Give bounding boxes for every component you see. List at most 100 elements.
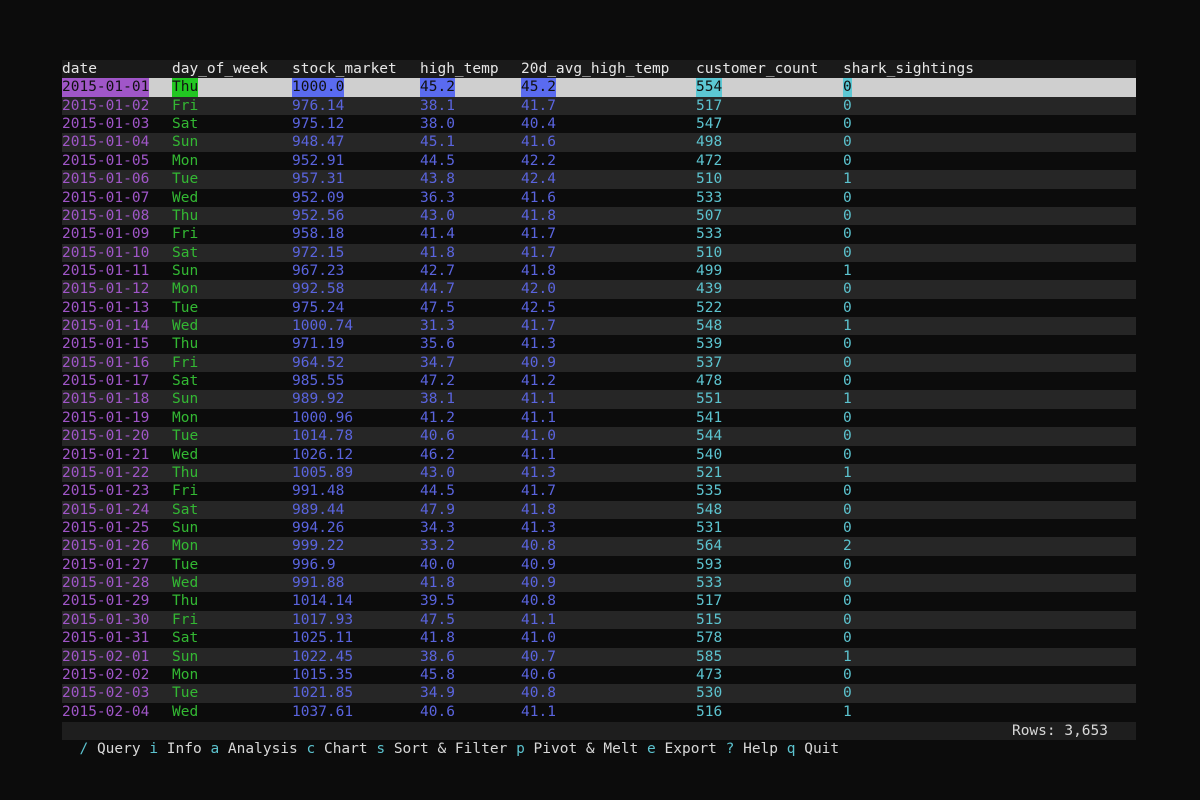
table-row[interactable]: 2015-01-10 Sat 972.15 41.8 41.7 510 0 (62, 243, 1136, 262)
cell-date[interactable]: 2015-01-16 (62, 354, 150, 371)
cell-stock-market[interactable]: 991.48 (292, 483, 345, 500)
cell-20d-avg-high-temp[interactable]: 42.4 (521, 171, 556, 188)
command-info[interactable]: i Info (149, 741, 210, 757)
cell-date[interactable]: 2015-01-19 (62, 409, 150, 426)
cell-high-temp[interactable]: 38.1 (420, 97, 455, 114)
command-chart[interactable]: c Chart (307, 741, 377, 757)
cell-customer-count[interactable]: 551 (696, 391, 723, 408)
column-header-customer-count[interactable]: customer_count (696, 61, 819, 77)
cell-date[interactable]: 2015-01-09 (62, 226, 150, 243)
table-row[interactable]: 2015-01-05 Mon 952.91 44.5 42.2 472 0 (62, 152, 1136, 170)
cell-day-of-week[interactable]: Tue (172, 299, 199, 316)
cell-20d-avg-high-temp[interactable]: 40.9 (521, 354, 556, 371)
table-row[interactable]: 2015-01-18 Sun 989.92 38.1 41.1 551 1 (62, 390, 1136, 409)
cell-date[interactable]: 2015-01-11 (62, 262, 150, 279)
cell-high-temp[interactable]: 45.8 (420, 666, 455, 683)
cell-20d-avg-high-temp[interactable]: 41.0 (521, 428, 556, 445)
cell-day-of-week[interactable]: Sun (172, 391, 199, 408)
cell-20d-avg-high-temp[interactable]: 40.8 (521, 685, 556, 702)
table-row[interactable]: 2015-01-20 Tue 1014.78 40.6 41.0 544 0 (62, 427, 1136, 446)
cell-day-of-week[interactable]: Fri (172, 483, 199, 500)
cell-day-of-week[interactable]: Tue (172, 685, 199, 702)
cell-shark-sightings[interactable]: 0 (843, 78, 852, 97)
cell-stock-market[interactable]: 1000.0 (292, 78, 345, 97)
cell-date[interactable]: 2015-01-18 (62, 391, 150, 408)
column-header-day-of-week[interactable]: day_of_week (172, 61, 269, 77)
cell-20d-avg-high-temp[interactable]: 41.3 (521, 519, 556, 536)
cell-day-of-week[interactable]: Fri (172, 354, 199, 371)
cell-date[interactable]: 2015-01-05 (62, 152, 150, 169)
cell-date[interactable]: 2015-01-12 (62, 281, 150, 298)
cell-date[interactable]: 2015-01-06 (62, 171, 150, 188)
cell-high-temp[interactable]: 35.6 (420, 336, 455, 353)
cell-day-of-week[interactable]: Sat (172, 244, 199, 261)
cell-customer-count[interactable]: 564 (696, 538, 723, 555)
cell-high-temp[interactable]: 40.6 (420, 428, 455, 445)
table-row[interactable]: 2015-02-02 Mon 1015.35 45.8 40.6 473 0 (62, 666, 1136, 684)
cell-20d-avg-high-temp[interactable]: 40.9 (521, 556, 556, 573)
cell-stock-market[interactable]: 999.22 (292, 538, 345, 555)
cell-date[interactable]: 2015-01-26 (62, 538, 150, 555)
cell-customer-count[interactable]: 439 (696, 281, 723, 298)
cell-customer-count[interactable]: 510 (696, 171, 723, 188)
cell-shark-sightings[interactable]: 0 (843, 556, 852, 573)
table-row-selected[interactable]: 2015-01-01 Thu 1000.0 45.2 45.2 554 0 (62, 78, 1136, 97)
cell-high-temp[interactable]: 43.0 (420, 464, 455, 481)
cell-stock-market[interactable]: 1037.61 (292, 703, 354, 720)
cell-shark-sightings[interactable]: 0 (843, 373, 852, 390)
cell-customer-count[interactable]: 521 (696, 464, 723, 481)
cell-high-temp[interactable]: 43.0 (420, 207, 455, 224)
cell-high-temp[interactable]: 47.2 (420, 373, 455, 390)
cell-20d-avg-high-temp[interactable]: 41.7 (521, 226, 556, 243)
cell-high-temp[interactable]: 44.7 (420, 281, 455, 298)
cell-day-of-week[interactable]: Wed (172, 446, 199, 463)
table-row[interactable]: 2015-01-15 Thu 971.19 35.6 41.3 539 0 (62, 335, 1136, 353)
cell-stock-market[interactable]: 985.55 (292, 373, 345, 390)
cell-day-of-week[interactable]: Sun (172, 262, 199, 279)
cell-day-of-week[interactable]: Sat (172, 501, 199, 518)
cell-date[interactable]: 2015-01-10 (62, 244, 150, 261)
cell-stock-market[interactable]: 989.92 (292, 391, 345, 408)
cell-high-temp[interactable]: 47.5 (420, 299, 455, 316)
cell-high-temp[interactable]: 34.9 (420, 685, 455, 702)
cell-shark-sightings[interactable]: 0 (843, 593, 852, 610)
cell-day-of-week[interactable]: Sun (172, 519, 199, 536)
cell-day-of-week[interactable]: Mon (172, 666, 199, 683)
cell-day-of-week[interactable]: Tue (172, 556, 199, 573)
cell-20d-avg-high-temp[interactable]: 41.1 (521, 409, 556, 426)
cell-day-of-week[interactable]: Fri (172, 97, 199, 114)
table-row[interactable]: 2015-01-30 Fri 1017.93 47.5 41.1 515 0 (62, 610, 1136, 630)
table-row[interactable]: 2015-01-03 Sat 975.12 38.0 40.4 547 0 (62, 115, 1136, 133)
cell-customer-count[interactable]: 472 (696, 152, 723, 169)
cell-stock-market[interactable]: 991.88 (292, 575, 345, 592)
cell-20d-avg-high-temp[interactable]: 42.2 (521, 152, 556, 169)
cell-high-temp[interactable]: 38.6 (420, 648, 455, 665)
cell-20d-avg-high-temp[interactable]: 40.9 (521, 575, 556, 592)
cell-stock-market[interactable]: 992.58 (292, 281, 345, 298)
cell-date[interactable]: 2015-02-02 (62, 666, 150, 683)
cell-customer-count[interactable]: 593 (696, 556, 723, 573)
cell-customer-count[interactable]: 533 (696, 226, 723, 243)
cell-20d-avg-high-temp[interactable]: 41.8 (521, 207, 556, 224)
cell-customer-count[interactable]: 533 (696, 189, 723, 206)
cell-day-of-week[interactable]: Wed (172, 318, 199, 335)
cell-high-temp[interactable]: 45.2 (420, 78, 455, 97)
cell-high-temp[interactable]: 34.3 (420, 519, 455, 536)
command-query[interactable]: / Query (79, 741, 149, 757)
cell-stock-market[interactable]: 1017.93 (292, 611, 354, 628)
cell-date[interactable]: 2015-01-29 (62, 593, 150, 610)
cell-high-temp[interactable]: 40.6 (420, 703, 455, 720)
cell-stock-market[interactable]: 971.19 (292, 336, 345, 353)
cell-shark-sightings[interactable]: 0 (843, 446, 852, 463)
cell-high-temp[interactable]: 41.8 (420, 244, 455, 261)
cell-date[interactable]: 2015-01-31 (62, 630, 150, 647)
cell-day-of-week[interactable]: Thu (172, 464, 199, 481)
cell-high-temp[interactable]: 33.2 (420, 538, 455, 555)
cell-day-of-week[interactable]: Sun (172, 134, 199, 151)
cell-day-of-week[interactable]: Mon (172, 409, 199, 426)
cell-20d-avg-high-temp[interactable]: 40.4 (521, 116, 556, 133)
table-row[interactable]: 2015-01-07 Wed 952.09 36.3 41.6 533 0 (62, 189, 1136, 207)
cell-20d-avg-high-temp[interactable]: 41.1 (521, 391, 556, 408)
cell-shark-sightings[interactable]: 1 (843, 171, 852, 188)
cell-high-temp[interactable]: 34.7 (420, 354, 455, 371)
